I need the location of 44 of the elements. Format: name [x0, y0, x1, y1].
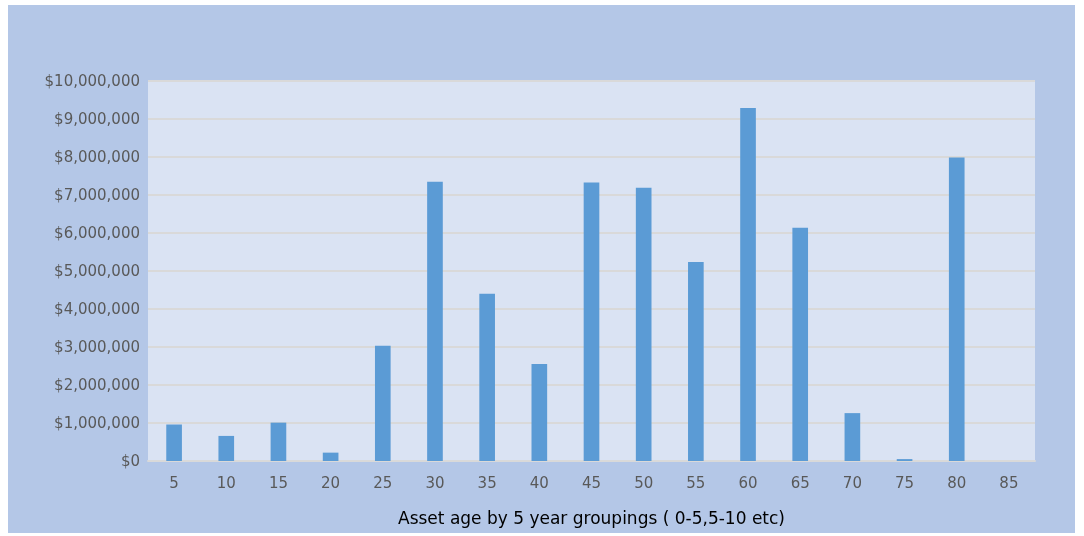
- bar: [166, 424, 182, 461]
- bar: [583, 182, 600, 461]
- x-tick-label: 20: [321, 473, 341, 492]
- x-tick-label: 80: [947, 473, 967, 492]
- x-axis-title: Asset age by 5 year groupings ( 0-5,5-10 etc): [398, 507, 785, 528]
- y-tick-label: $0: [120, 452, 140, 470]
- x-tick-label: 50: [634, 473, 654, 492]
- x-tick-label: 40: [529, 473, 549, 492]
- x-tick-label: 10: [216, 473, 236, 492]
- y-tick-label: $7,000,000: [54, 186, 140, 204]
- x-tick-label: 55: [686, 473, 706, 492]
- y-tick-label: $9,000,000: [54, 110, 140, 128]
- y-tick-label: $2,000,000: [54, 376, 140, 394]
- bar: [322, 452, 339, 461]
- bar: [479, 293, 495, 461]
- bar: [427, 181, 443, 461]
- x-tick-label: 60: [738, 473, 758, 492]
- y-tick-label: $3,000,000: [54, 338, 140, 356]
- x-tick-label: 30: [425, 473, 445, 492]
- bar: [844, 413, 861, 461]
- x-tick-label: 75: [895, 473, 915, 492]
- y-tick-label: $8,000,000: [54, 148, 140, 166]
- x-tick-label: 5: [169, 473, 179, 492]
- bar: [740, 107, 756, 461]
- x-tick-label: 25: [373, 473, 393, 492]
- x-tick-label: 65: [790, 473, 810, 492]
- x-tick-label: 70: [842, 473, 862, 492]
- y-tick-label: $4,000,000: [54, 300, 140, 318]
- bar: [792, 227, 809, 461]
- bar: [270, 422, 287, 461]
- bar: [635, 187, 652, 461]
- x-tick-label: 85: [999, 473, 1019, 492]
- bar: [688, 261, 704, 461]
- y-tick-label: $1,000,000: [54, 414, 140, 432]
- bar: [531, 364, 548, 461]
- x-tick-label: 35: [477, 473, 497, 492]
- y-tick-label: $6,000,000: [54, 224, 140, 242]
- bar: [218, 435, 235, 461]
- bar: [948, 157, 965, 461]
- y-tick-label: $5,000,000: [54, 262, 140, 280]
- x-tick-label: 45: [581, 473, 602, 492]
- x-tick-label: 15: [268, 473, 288, 492]
- y-tick-label: $10,000,000: [44, 72, 140, 90]
- bar: [374, 345, 391, 461]
